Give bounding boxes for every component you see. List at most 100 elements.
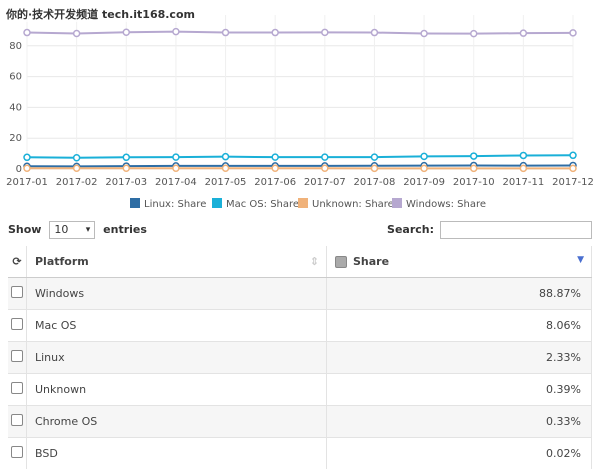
point — [24, 30, 30, 36]
point — [520, 165, 526, 171]
x-tick-label: 2017-10 — [453, 177, 495, 188]
x-tick-label: 2017-08 — [354, 177, 396, 188]
y-tick-label: 60 — [9, 72, 22, 83]
point — [322, 29, 328, 35]
legend-label: Mac OS: Share — [226, 199, 299, 210]
x-tick-label: 2017-03 — [105, 177, 147, 188]
point — [74, 155, 80, 161]
legend-label: Unknown: Share — [312, 199, 394, 210]
point — [421, 153, 427, 159]
row-checkbox-cell — [8, 374, 27, 406]
legend-label: Windows: Share — [406, 199, 486, 210]
row-checkbox-cell — [8, 342, 27, 374]
legend-swatch — [212, 198, 222, 208]
search-input[interactable] — [440, 221, 592, 239]
column-title: Platform — [35, 255, 89, 268]
column-title: Share — [353, 255, 389, 268]
checkbox[interactable] — [11, 446, 23, 458]
row-checkbox-cell — [8, 278, 27, 310]
checkbox[interactable] — [11, 382, 23, 394]
show-label: Show — [8, 223, 41, 236]
table-controls: Show 10 entries Search: — [8, 221, 592, 241]
point — [272, 30, 278, 36]
table-cell: BSD — [27, 438, 327, 469]
x-tick-label: 2017-04 — [155, 177, 197, 188]
refresh-icon[interactable]: ⟳ — [8, 246, 27, 278]
point — [570, 152, 576, 158]
row-checkbox-cell — [8, 406, 27, 438]
page-length-select[interactable]: 10 — [49, 221, 95, 239]
point — [223, 30, 229, 36]
sort-icon: ▼ — [577, 255, 584, 265]
legend-swatch — [298, 198, 308, 208]
checkbox[interactable] — [11, 286, 23, 298]
point — [173, 154, 179, 160]
x-tick-label: 2017-01 — [6, 177, 48, 188]
x-tick-label: 2017-12 — [552, 177, 594, 188]
table-cell: Windows — [27, 278, 327, 310]
point — [520, 152, 526, 158]
point — [322, 165, 328, 171]
table-cell: Unknown — [27, 374, 327, 406]
point — [570, 30, 576, 36]
x-tick-label: 2017-05 — [205, 177, 247, 188]
point — [322, 154, 328, 160]
series-line — [27, 32, 573, 34]
point — [123, 29, 129, 35]
watermark: 你的·技术开发频道 tech.it168.com — [6, 6, 195, 22]
checkbox[interactable] — [11, 414, 23, 426]
table-cell: 0.39% — [327, 374, 592, 406]
table-cell: Mac OS — [27, 310, 327, 342]
point — [173, 165, 179, 171]
table-cell: Chrome OS — [27, 406, 327, 438]
table-cell: Linux — [27, 342, 327, 374]
legend-label: Linux: Share — [144, 199, 206, 210]
point — [74, 30, 80, 36]
table-cell: 0.02% — [327, 438, 592, 469]
point — [471, 31, 477, 37]
table-cell: 8.06% — [327, 310, 592, 342]
x-tick-label: 2017-07 — [304, 177, 346, 188]
checkbox[interactable] — [11, 318, 23, 330]
y-tick-label: 0 — [16, 164, 22, 175]
point — [173, 29, 179, 35]
row-checkbox-cell — [8, 438, 27, 469]
point — [421, 30, 427, 36]
point — [74, 165, 80, 171]
x-tick-label: 2017-11 — [502, 177, 544, 188]
checkbox[interactable] — [11, 350, 23, 362]
point — [471, 153, 477, 159]
column-header[interactable]: Share ▼ — [327, 246, 592, 278]
point — [421, 165, 427, 171]
table-cell: 2.33% — [327, 342, 592, 374]
point — [371, 165, 377, 171]
point — [272, 165, 278, 171]
table-cell: 88.87% — [327, 278, 592, 310]
column-header[interactable]: Platform ⇕ — [27, 246, 327, 278]
x-tick-label: 2017-02 — [56, 177, 98, 188]
point — [272, 154, 278, 160]
point — [123, 154, 129, 160]
point — [371, 154, 377, 160]
search: Search: — [387, 221, 592, 239]
sort-icon: ⇕ — [310, 255, 319, 268]
point — [123, 165, 129, 171]
y-tick-label: 20 — [9, 133, 22, 144]
point — [24, 154, 30, 160]
entries-label: entries — [103, 223, 147, 236]
x-tick-label: 2017-06 — [254, 177, 296, 188]
point — [371, 30, 377, 36]
legend-swatch — [130, 198, 140, 208]
point — [223, 154, 229, 160]
point — [520, 30, 526, 36]
point — [570, 165, 576, 171]
